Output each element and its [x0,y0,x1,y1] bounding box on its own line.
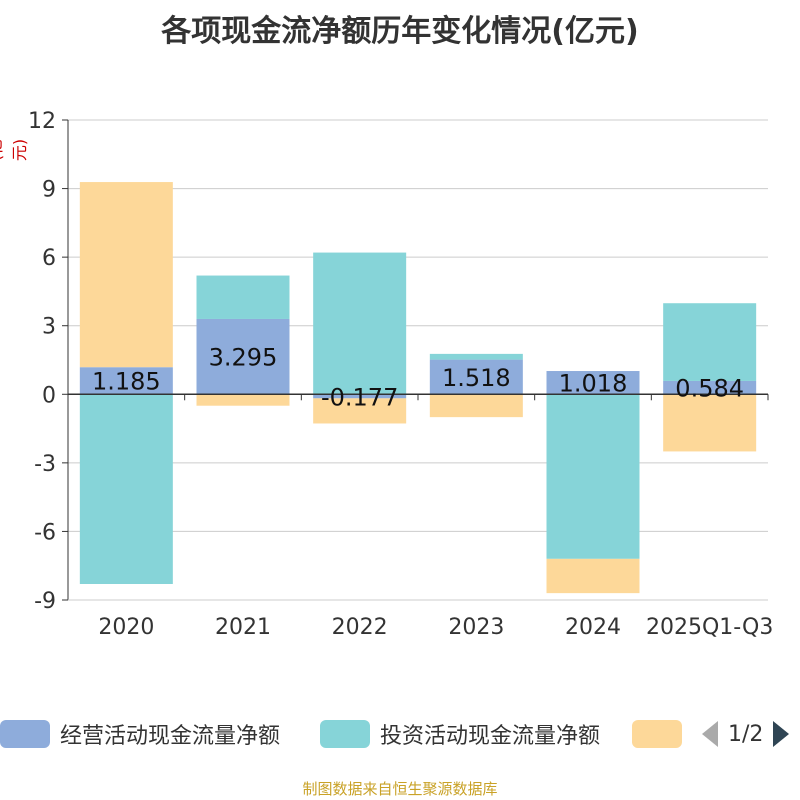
chart-title: 各项现金流净额历年变化情况(亿元) [161,14,639,49]
bar-s1-4 [546,394,640,559]
bar-s0-0 [79,367,173,395]
data-label-2: -0.177 [321,383,398,411]
data-label-5: 0.584 [675,375,744,403]
bar-s1-2 [313,252,407,395]
bar-s2-2 [313,398,407,424]
bar-s2-5 [663,394,757,452]
x-tick-label-5: 2025Q1-Q3 [646,615,773,640]
legend-item-operating[interactable]: 经营活动现金流量净额 [0,714,280,754]
bar-s2-1 [196,394,290,406]
data-label-0: 1.185 [92,368,161,396]
legend: 经营活动现金流量净额 投资活动现金流量净额 1/2 [0,714,800,754]
y-tick-label-4: 0 [42,383,56,408]
pager-prev-icon[interactable] [700,719,720,749]
y-tick-label-1: 9 [42,178,56,203]
bar-s2-4 [546,558,640,594]
bar-s1-0 [79,394,173,584]
x-tick-label-3: 2023 [448,615,504,640]
bar-s1-1 [196,275,290,319]
legend-item-investing[interactable]: 投资活动现金流量净额 [320,714,600,754]
y-tick-label-3: 3 [42,315,56,340]
data-label-3: 1.518 [442,364,511,392]
legend-swatch-operating [0,720,50,748]
y-tick-label-2: 6 [42,246,56,271]
bar-s0-2 [313,394,407,399]
legend-swatch-financing [632,720,682,748]
bar-s0-3 [429,359,523,395]
y-tick-label-5: -3 [34,452,56,477]
y-tick-label-7: -9 [34,589,56,614]
y-tick-label-6: -6 [34,520,56,545]
y-tick-label-0: 12 [28,109,56,134]
source-note: 制图数据来自恒生聚源数据库 [302,780,498,798]
bar-s2-3 [429,394,523,418]
bar-s0-5 [663,380,757,395]
legend-item-financing[interactable] [632,714,692,754]
bar-s0-4 [546,371,640,395]
x-tick-label-4: 2024 [565,615,621,640]
legend-pager: 1/2 [700,714,791,754]
legend-label-operating: 经营活动现金流量净额 [60,724,281,749]
bar-s1-5 [663,303,757,381]
legend-label-investing: 投资活动现金流量净额 [380,724,601,749]
x-tick-label-2: 2022 [332,615,388,640]
bar-s1-3 [429,353,523,360]
bar-s0-1 [196,318,290,395]
pager-page-text: 1/2 [728,721,764,747]
plot-area: 12 9 6 3 0 -3 -6 -9 2020 2021 2022 2023 2024 2025Q1-Q… [28,109,773,640]
pager-next-icon[interactable] [771,719,791,749]
legend-swatch-investing [320,720,370,748]
data-label-1: 3.295 [209,344,278,372]
x-tick-label-1: 2021 [215,615,271,640]
bar-s2-0 [79,182,173,368]
x-tick-label-0: 2020 [98,615,154,640]
data-label-4: 1.018 [559,370,628,398]
